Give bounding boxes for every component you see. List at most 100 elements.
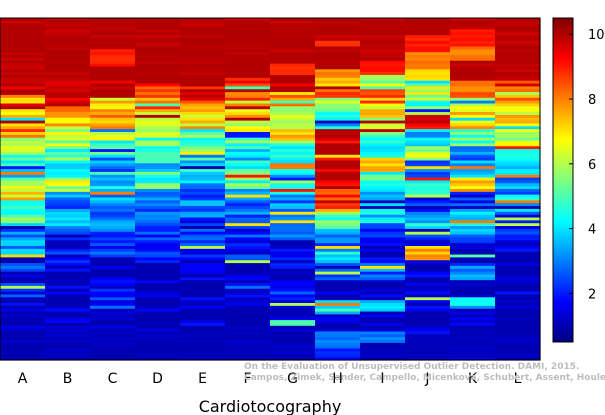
heatmap-cell <box>225 240 271 244</box>
heatmap-cell <box>225 154 271 159</box>
heatmap-cell <box>360 240 406 244</box>
heatmap-cell <box>360 274 406 278</box>
heatmap-cell <box>135 334 181 338</box>
heatmap-cell <box>270 197 316 201</box>
heatmap-cell <box>0 37 46 42</box>
heatmap-cell <box>360 325 406 330</box>
heatmap-cell <box>225 294 271 298</box>
heatmap-cell <box>225 129 271 133</box>
heatmap-cell <box>405 194 451 199</box>
heatmap-cell <box>45 288 91 293</box>
heatmap-cell <box>495 83 541 87</box>
heatmap-cell <box>0 69 46 73</box>
heatmap-cell <box>360 109 406 113</box>
heatmap-cell <box>135 55 181 59</box>
heatmap-cell <box>315 342 361 347</box>
heatmap-cell <box>450 300 496 304</box>
heatmap-cell <box>45 311 91 315</box>
heatmap-cell <box>90 26 136 30</box>
heatmap-cell <box>495 234 541 239</box>
heatmap-cell <box>90 18 136 22</box>
x-axis-label: Cardiotocography <box>199 397 342 415</box>
heatmap-cell <box>270 32 316 36</box>
heatmap-cell <box>90 197 136 201</box>
heatmap-cell <box>405 348 451 353</box>
heatmap-cell <box>360 174 406 179</box>
heatmap-cell <box>90 163 136 167</box>
heatmap-cell <box>0 248 46 253</box>
heatmap-cell <box>180 283 226 287</box>
heatmap-cell <box>90 103 136 107</box>
heatmap-cell <box>0 100 46 105</box>
heatmap-cell <box>90 246 136 250</box>
heatmap-cell <box>90 169 136 173</box>
heatmap-cell <box>225 55 271 59</box>
heatmap-cell <box>405 18 451 22</box>
heatmap-cell <box>225 320 271 324</box>
heatmap-cell <box>270 342 316 347</box>
heatmap-cell <box>225 317 271 321</box>
heatmap-cell <box>180 234 226 239</box>
heatmap-cell <box>90 83 136 87</box>
heatmap-cell <box>45 106 91 110</box>
heatmap-cell <box>90 29 136 33</box>
heatmap-cell <box>0 340 46 344</box>
heatmap-cell <box>225 197 271 201</box>
heatmap-cell <box>450 140 496 144</box>
heatmap-cell <box>450 334 496 338</box>
heatmap-cell <box>495 305 541 310</box>
heatmap-cell <box>45 263 91 267</box>
heatmap-cell <box>180 143 226 147</box>
heatmap-cell <box>225 40 271 45</box>
heatmap-cell <box>0 203 46 207</box>
heatmap-cell <box>90 186 136 190</box>
heatmap-cell <box>360 246 406 250</box>
heatmap-cell <box>0 334 46 338</box>
heatmap-cell <box>135 129 181 133</box>
heatmap-cell <box>450 260 496 264</box>
heatmap-cell <box>45 26 91 30</box>
heatmap-cell <box>0 149 46 153</box>
heatmap-cell <box>270 160 316 164</box>
heatmap-cell <box>495 183 541 187</box>
heatmap-cell <box>180 223 226 227</box>
heatmap-cell <box>45 49 91 53</box>
heatmap-cell <box>315 265 361 270</box>
heatmap-cell <box>315 180 361 184</box>
heatmap-cell <box>180 206 226 210</box>
heatmap-cell <box>180 226 226 230</box>
heatmap-cell <box>180 280 226 284</box>
heatmap-cell <box>180 123 226 127</box>
heatmap-cell <box>135 177 181 182</box>
heatmap-cell <box>225 18 271 22</box>
heatmap-cell <box>405 137 451 142</box>
heatmap-cell <box>180 57 226 62</box>
heatmap-cell <box>360 243 406 247</box>
heatmap-cell <box>90 43 136 48</box>
heatmap-cell <box>495 40 541 45</box>
heatmap-cell <box>90 337 136 341</box>
heatmap-cell <box>360 32 406 36</box>
heatmap-cell <box>225 149 271 153</box>
heatmap-cell <box>180 126 226 130</box>
heatmap-cell <box>90 151 136 156</box>
heatmap-cell <box>225 77 271 82</box>
heatmap-cell <box>450 297 496 301</box>
heatmap-cell <box>315 18 361 22</box>
heatmap-cell <box>360 146 406 150</box>
heatmap-cell <box>315 328 361 333</box>
heatmap-cell <box>315 126 361 130</box>
heatmap-cell <box>360 72 406 76</box>
heatmap-cell <box>45 177 91 182</box>
heatmap-cell <box>45 66 91 70</box>
heatmap-cell <box>405 77 451 82</box>
heatmap-cell <box>315 268 361 273</box>
heatmap-cell <box>270 314 316 318</box>
heatmap-cell <box>495 72 541 76</box>
heatmap-cell <box>180 220 226 224</box>
heatmap-cell <box>315 217 361 221</box>
heatmap-cell <box>495 171 541 176</box>
heatmap-cell <box>135 160 181 164</box>
heatmap-cell <box>450 109 496 113</box>
heatmap-cell <box>360 297 406 301</box>
